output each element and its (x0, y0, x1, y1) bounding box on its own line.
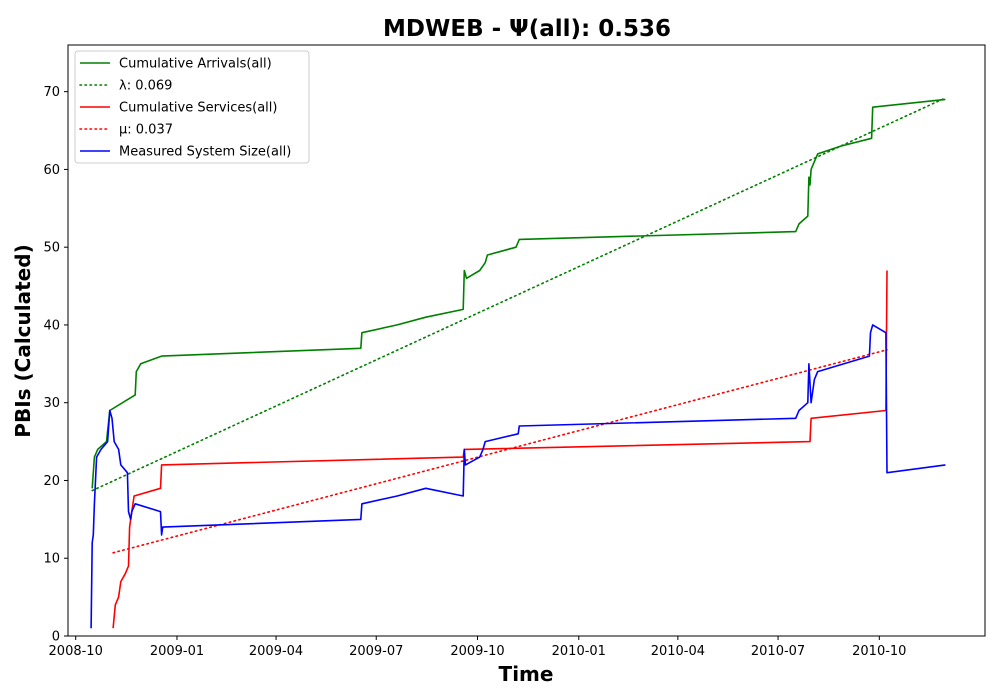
y-tick-label: 50 (43, 241, 60, 256)
series-line-3 (112, 270, 888, 629)
legend-label-measured-system-size-all: Measured System Size(all) (119, 145, 291, 160)
x-tick-label: 2009-07 (349, 644, 403, 659)
y-tick-label: 40 (43, 318, 60, 333)
x-tick-label: 2009-01 (150, 644, 204, 659)
y-axis-ticks: 0 10 20 30 40 50 60 70 (43, 85, 68, 645)
x-tick-label: 2009-10 (450, 644, 504, 659)
legend-box (74, 50, 310, 164)
series-line-5 (90, 324, 946, 629)
legend-label-0-037: μ: 0.037 (119, 123, 173, 138)
legend-label-cumulative-arrivals-all: Cumulative Arrivals(all) (119, 57, 272, 72)
x-tick-label: 2010-04 (651, 644, 705, 659)
x-tick-label: 2010-10 (852, 644, 906, 659)
y-tick-label: 10 (43, 552, 60, 567)
y-tick-label: 60 (43, 163, 60, 178)
x-axis-ticks: 2008-10 2009-01 2009-04 2009-07 2009-10 2010-… (49, 636, 906, 659)
y-tick-label: 30 (43, 396, 60, 411)
plot-series (90, 97, 947, 629)
series-line-2 (91, 97, 947, 492)
x-axis-label: Time (499, 662, 554, 686)
series-line-1 (91, 98, 946, 489)
legend-label-cumulative-services-all: Cumulative Services(all) (119, 101, 277, 116)
chart-title: MDWEB - Ψ(all): 0.536 (383, 16, 671, 42)
y-tick-label: 20 (43, 474, 60, 489)
series-line-4 (112, 348, 888, 554)
plot-frame (67, 44, 986, 637)
y-axis-label: PBIs (Calculated) (11, 244, 35, 437)
x-tick-label: 2010-01 (552, 644, 606, 659)
x-tick-label: 2010-07 (751, 644, 805, 659)
legend: Cumulative Arrivals(all) λ: 0.069 Cumulati… (74, 50, 310, 164)
x-tick-label: 2009-04 (249, 644, 303, 659)
legend-label-0-069: λ: 0.069 (119, 79, 172, 94)
x-tick-label: 2008-10 (49, 644, 103, 659)
y-tick-label: 70 (43, 85, 60, 100)
y-tick-label: 0 (52, 630, 60, 645)
